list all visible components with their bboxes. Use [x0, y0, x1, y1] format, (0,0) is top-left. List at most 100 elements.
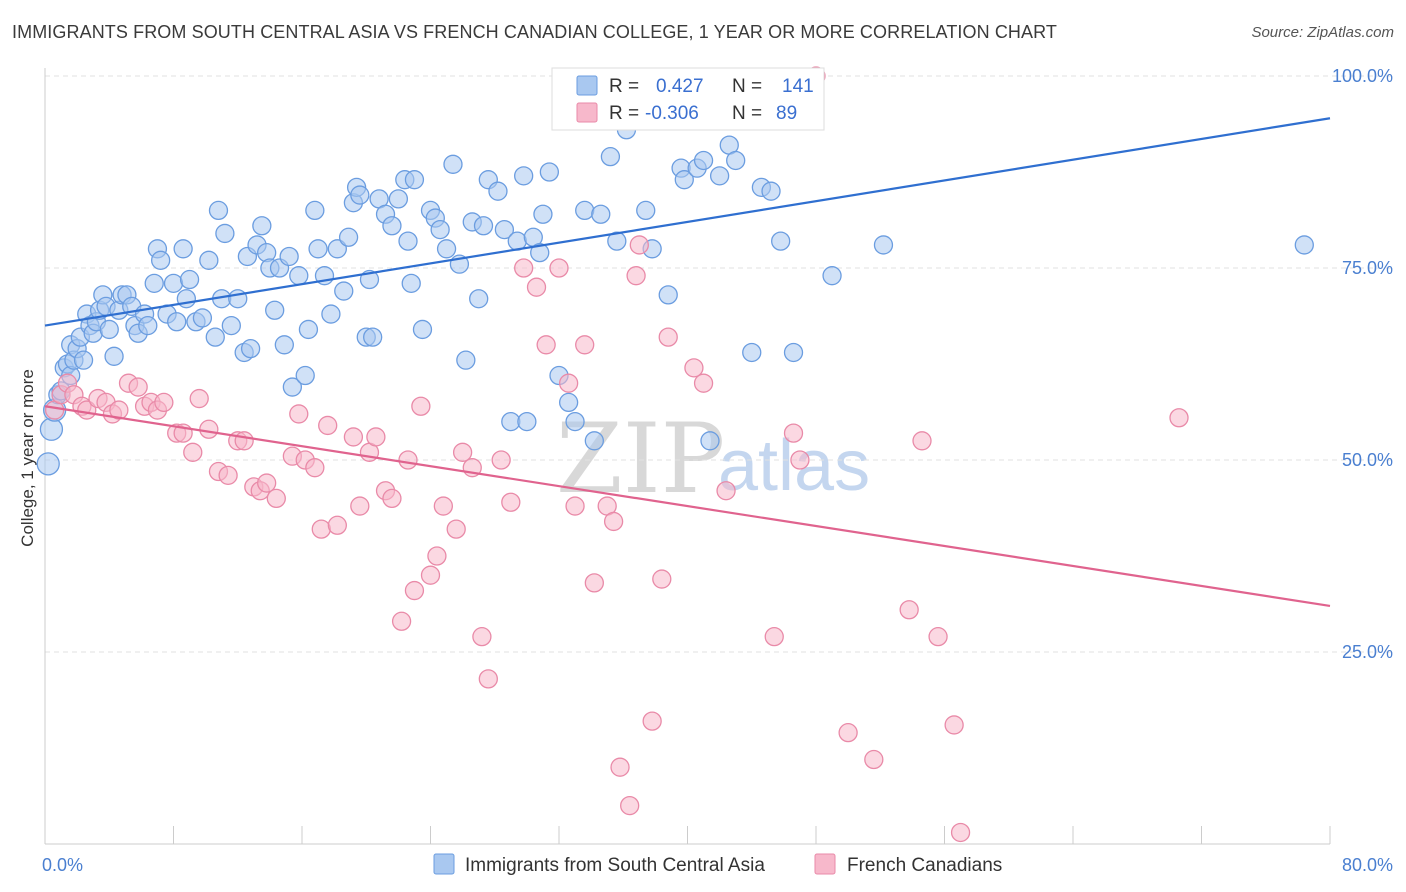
- point-immigrants: [208, 200, 229, 221]
- point-french-canadians: [318, 415, 338, 436]
- point-french-canadians: [391, 611, 412, 631]
- point-immigrants: [584, 431, 604, 451]
- point-immigrants: [382, 216, 402, 236]
- y-tick-label: 25.0%: [1342, 642, 1393, 662]
- chart-title: IMMIGRANTS FROM SOUTH CENTRAL ASIA VS FR…: [12, 22, 1057, 42]
- point-french-canadians: [266, 488, 286, 509]
- legend-n-value: 89: [776, 103, 797, 124]
- point-french-canadians: [536, 335, 556, 355]
- legend-swatch-blue: [576, 75, 598, 96]
- point-french-canadians: [128, 377, 148, 397]
- point-immigrants: [412, 319, 433, 340]
- point-immigrants: [138, 315, 158, 336]
- point-french-canadians: [716, 481, 736, 501]
- point-immigrants: [456, 350, 476, 370]
- trend-line-immigrants: [44, 117, 1331, 327]
- point-immigrants: [709, 166, 730, 186]
- point-immigrants: [388, 189, 409, 209]
- point-french-canadians: [478, 669, 498, 689]
- point-french-canadians: [790, 450, 810, 470]
- point-french-canadians: [626, 266, 646, 286]
- point-french-canadians: [199, 419, 219, 439]
- x-tick-label: 80.0%: [1342, 855, 1393, 875]
- legend-r-value: -0.306: [645, 103, 699, 124]
- legend-swatch-french-canadians: [814, 853, 836, 875]
- point-french-canadians: [684, 358, 704, 378]
- point-immigrants: [693, 150, 714, 171]
- point-immigrants: [575, 200, 595, 221]
- series-french-canadians-points: [44, 66, 1189, 843]
- point-french-canadians: [549, 258, 569, 278]
- point-french-canadians: [382, 488, 402, 509]
- point-immigrants: [443, 154, 463, 174]
- point-french-canadians: [433, 496, 454, 516]
- legend-r-value: 0.427: [656, 76, 704, 97]
- point-immigrants: [163, 273, 184, 294]
- point-immigrants: [295, 365, 315, 386]
- trend-line-french-canadians: [44, 405, 1331, 608]
- point-immigrants: [822, 266, 842, 286]
- point-french-canadians: [575, 335, 595, 355]
- point-immigrants: [636, 200, 656, 221]
- point-french-canadians: [257, 473, 277, 493]
- correlation-legend: R = 0.427 N = 141 R = -0.306 N = 89: [551, 67, 825, 131]
- legend-n-label: N =: [732, 103, 762, 124]
- y-tick-labels: 25.0% 50.0% 75.0% 100.0%: [1332, 66, 1393, 662]
- point-french-canadians: [218, 465, 238, 486]
- point-immigrants: [334, 281, 354, 301]
- point-french-canadians: [311, 519, 331, 539]
- point-immigrants: [539, 162, 560, 182]
- point-french-canadians: [366, 427, 386, 447]
- point-immigrants: [514, 166, 534, 186]
- point-immigrants: [600, 146, 621, 167]
- y-tick-label: 75.0%: [1342, 258, 1393, 278]
- point-immigrants: [401, 273, 421, 294]
- y-tick-label: 100.0%: [1332, 66, 1393, 86]
- legend-swatch-pink: [576, 102, 598, 123]
- point-french-canadians: [452, 442, 473, 462]
- point-french-canadians: [289, 404, 309, 424]
- point-immigrants: [565, 411, 585, 432]
- point-french-canadians: [446, 519, 466, 539]
- point-french-canadians: [565, 496, 585, 516]
- point-immigrants: [607, 231, 627, 251]
- point-french-canadians: [411, 396, 431, 416]
- point-immigrants: [658, 285, 678, 305]
- gridlines: [45, 75, 1395, 653]
- point-immigrants: [473, 216, 494, 236]
- point-french-canadians: [652, 569, 672, 589]
- point-french-canadians: [404, 580, 425, 601]
- point-french-canadians: [189, 388, 209, 409]
- point-french-canadians: [944, 715, 964, 735]
- y-tick-label: 50.0%: [1342, 450, 1393, 470]
- point-french-canadians: [899, 600, 919, 620]
- point-immigrants: [39, 417, 64, 441]
- point-french-canadians: [693, 373, 714, 393]
- point-immigrants: [279, 246, 299, 267]
- point-french-canadians: [472, 626, 492, 647]
- point-immigrants: [308, 239, 328, 259]
- point-immigrants: [761, 181, 781, 201]
- point-french-canadians: [838, 722, 858, 743]
- point-immigrants: [176, 289, 197, 309]
- point-french-canadians: [864, 749, 884, 770]
- point-french-canadians: [558, 373, 579, 393]
- point-immigrants: [517, 411, 537, 432]
- point-french-canadians: [398, 450, 418, 470]
- point-french-canadians: [783, 423, 804, 443]
- point-immigrants: [363, 327, 383, 347]
- legend-r-label: R =: [609, 103, 639, 124]
- point-french-canadians: [154, 392, 174, 413]
- point-immigrants: [104, 346, 124, 366]
- series-immigrants-points: [36, 120, 1314, 476]
- point-immigrants: [430, 219, 450, 240]
- point-immigrants: [350, 185, 370, 205]
- point-immigrants: [338, 227, 359, 247]
- point-french-canadians: [629, 235, 649, 255]
- point-french-canadians: [912, 431, 932, 451]
- point-french-canadians: [584, 573, 604, 593]
- point-french-canadians: [305, 458, 325, 478]
- point-french-canadians: [350, 496, 370, 516]
- point-immigrants: [199, 250, 219, 270]
- point-immigrants: [726, 150, 746, 171]
